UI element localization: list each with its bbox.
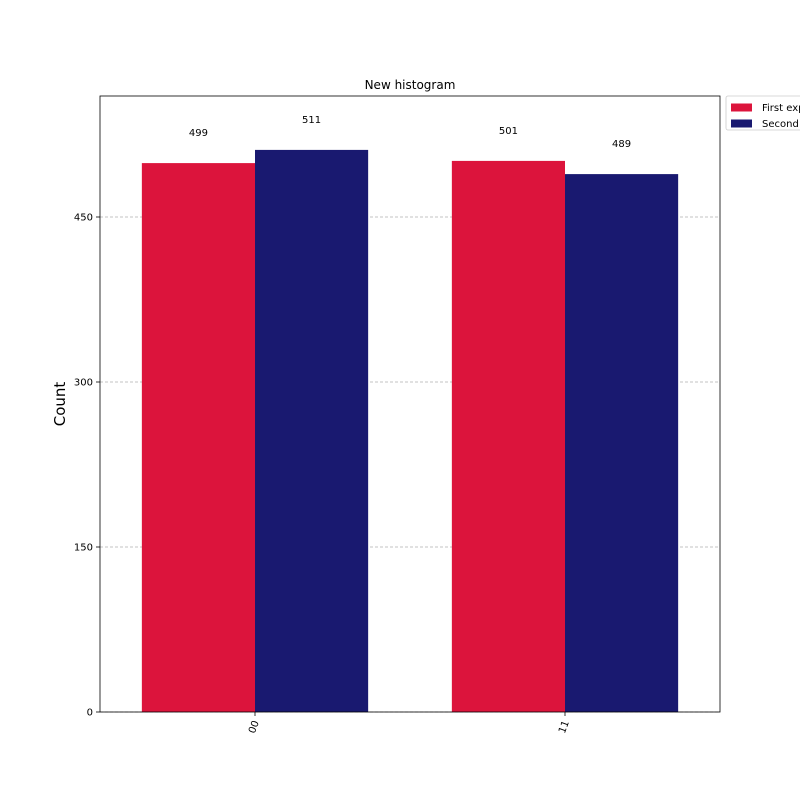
legend-label: Second experiment: [762, 119, 800, 130]
y-tick-label: 150: [74, 543, 93, 554]
y-tick-label: 300: [74, 378, 93, 389]
bar: [255, 149, 369, 712]
bar-value-label: 501: [499, 126, 518, 137]
legend: First experiment Second experiment: [725, 95, 800, 131]
x-tick-label: 00: [247, 719, 262, 735]
data-labels: 499 511 501 489: [189, 115, 631, 150]
plot-frame: [99, 95, 721, 713]
axes: 0 150 300 450 00 11: [74, 95, 721, 735]
chart-title: New histogram: [365, 78, 456, 92]
bar-value-label: 489: [612, 139, 631, 150]
bars: [141, 149, 679, 713]
legend-swatch: [731, 119, 752, 128]
legend-swatch: [731, 103, 752, 112]
legend-label: First experiment: [762, 103, 800, 114]
y-axis-label: Count: [51, 382, 69, 427]
bar-value-label: 511: [302, 115, 321, 126]
bar-value-label: 499: [189, 128, 208, 139]
y-tick-label: 0: [87, 708, 93, 719]
y-tick-label: 450: [74, 213, 93, 224]
bar: [565, 174, 679, 713]
bar: [141, 163, 255, 713]
bar: [451, 160, 565, 712]
x-tick-label: 11: [557, 719, 572, 735]
